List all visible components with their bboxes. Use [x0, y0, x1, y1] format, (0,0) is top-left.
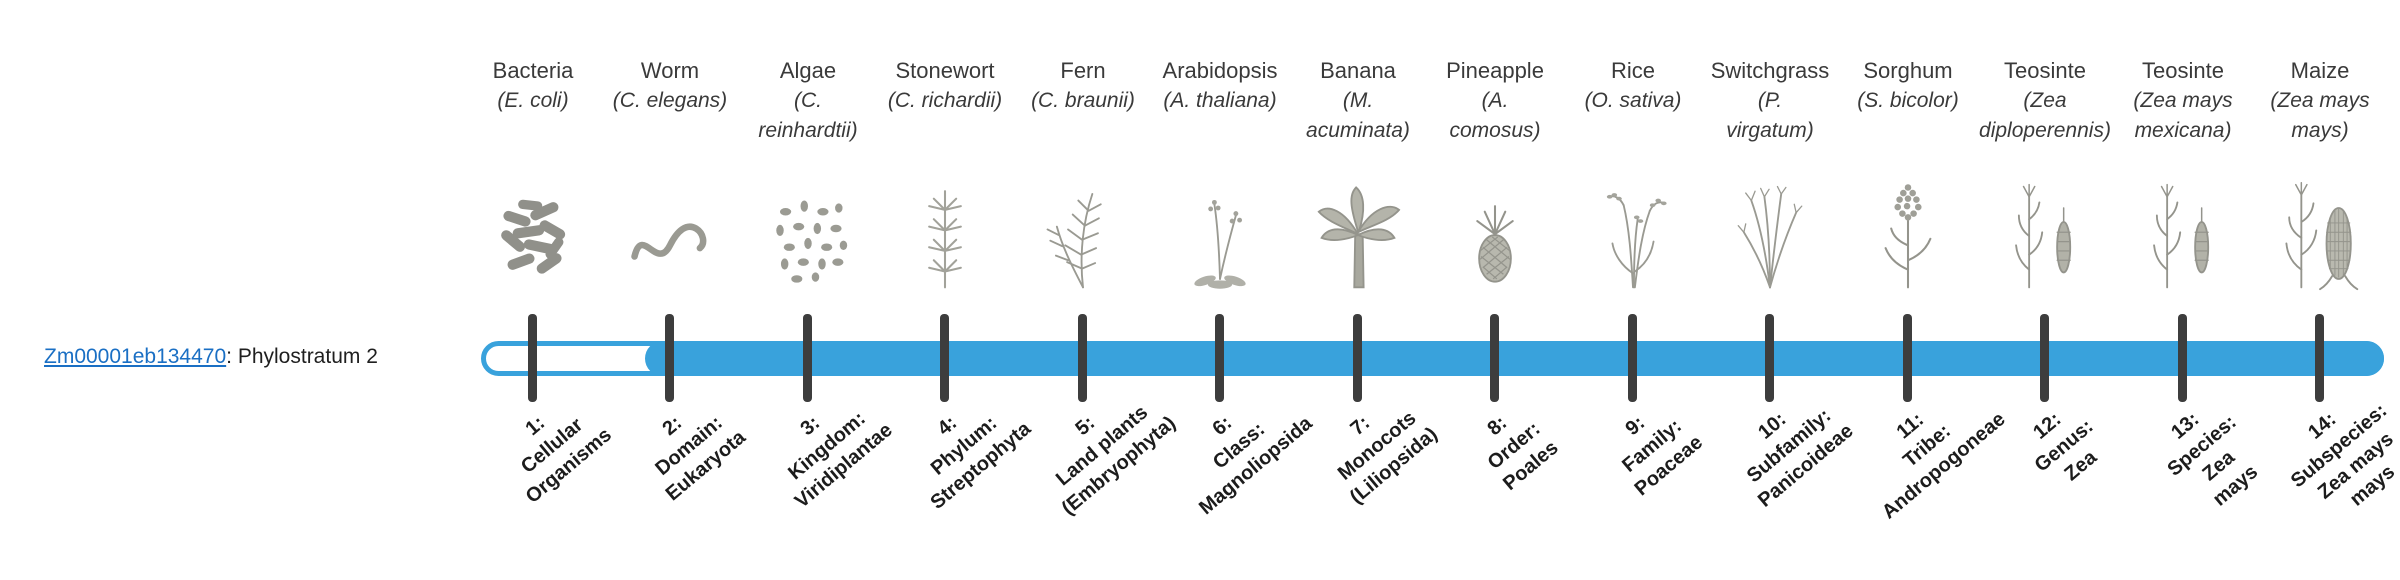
stratum-9: Rice (O. sativa) 9: Family: Poaceae: [1543, 0, 1723, 580]
phylostratum-tick: [1903, 314, 1912, 402]
organism-common-name: Pineapple: [1446, 58, 1544, 83]
rice-icon: [1578, 180, 1688, 292]
organism-common-name: Teosinte: [2142, 58, 2224, 83]
timeline-fill: [645, 341, 2384, 376]
organism-name: Worm (C. elegans): [585, 56, 755, 116]
organism-scientific-name: (C. richardii): [887, 89, 1003, 112]
pineapple-icon: [1440, 180, 1550, 292]
organism-name: Bacteria (E. coli): [448, 56, 618, 116]
organism-name: Rice (O. sativa): [1548, 56, 1718, 116]
organism-name: Teosinte (Zea mays mexicana): [2098, 56, 2268, 146]
stratum-14: Maize (Zea mays mays) 14: Subspecies: Zea …: [2230, 0, 2400, 580]
phylostratum-tick: [1078, 314, 1087, 402]
maize-icon: [2265, 180, 2375, 292]
phylostratum-tick: [2040, 314, 2049, 402]
fern-icon: [1028, 180, 1138, 292]
organism-common-name: Bacteria: [492, 58, 574, 83]
organism-scientific-name: (A. comosus): [1449, 89, 1541, 142]
worm-icon: [615, 180, 725, 292]
organism-scientific-name: (Zea mays mexicana): [2133, 89, 2233, 142]
organism-name: Arabidopsis (A. thaliana): [1135, 56, 1305, 116]
organism-common-name: Worm: [640, 58, 700, 83]
phylostratum-tick: [665, 314, 674, 402]
stratum-3: Algae (C. reinhardtii) 3: Kingdom: Viridip…: [718, 0, 898, 580]
organism-scientific-name: (Zea diploperennis): [1979, 89, 2111, 142]
stratum-8: Pineapple (A. comosus) 8: Order: Poales: [1405, 0, 1585, 580]
phylostratum-tick: [1628, 314, 1637, 402]
algae-icon: [753, 180, 863, 292]
organism-scientific-name: (P. virgatum): [1726, 89, 1814, 142]
organism-name: Stonewort (C. richardii): [860, 56, 1030, 116]
organism-scientific-name: (C. reinhardtii): [758, 89, 858, 142]
phylostratum-tick: [1490, 314, 1499, 402]
stratum-2: Worm (C. elegans) 2: Domain: Eukaryota: [580, 0, 760, 580]
organism-name: Pineapple (A. comosus): [1410, 56, 1580, 146]
stratum-4: Stonewort (C. richardii) 4: Phylum: Strept…: [855, 0, 1035, 580]
organism-name: Switchgrass (P. virgatum): [1685, 56, 1855, 146]
organism-common-name: Switchgrass: [1710, 58, 1830, 83]
organism-name: Banana (M. acuminata): [1273, 56, 1443, 146]
phylostratum-tick: [940, 314, 949, 402]
phylostratum-tick: [2178, 314, 2187, 402]
teosinte-icon: [1990, 180, 2100, 292]
gene-label: Zm00001eb134470: Phylostratum 2: [44, 345, 378, 369]
phylostratum-tick: [1215, 314, 1224, 402]
organism-common-name: Fern: [1060, 58, 1106, 83]
organism-scientific-name: (O. sativa): [1584, 89, 1682, 112]
stratum-10: Switchgrass (P. virgatum) 10: Subfamily: P…: [1680, 0, 1860, 580]
phylostratum-label: 14: Subspecies: Zea mays mays: [2286, 399, 2400, 511]
stratum-5: Fern (C. braunii) 5: Land plants (Embryoph…: [993, 0, 1180, 580]
phylostratum-tick: [528, 314, 537, 402]
stonewort-icon: [890, 180, 1000, 292]
organism-scientific-name: (S. bicolor): [1857, 89, 1959, 112]
stratum-6: Arabidopsis (A. thaliana) 6: Class: Magnol…: [1130, 0, 1317, 580]
organism-common-name: Banana: [1320, 58, 1396, 83]
organism-common-name: Stonewort: [895, 58, 995, 83]
organism-common-name: Maize: [2290, 58, 2350, 83]
phylostratum-tick: [803, 314, 812, 402]
organism-scientific-name: (C. elegans): [612, 89, 728, 112]
organism-common-name: Sorghum: [1863, 58, 1953, 83]
organism-name: Teosinte (Zea diploperennis): [1960, 56, 2130, 146]
organism-scientific-name: (E. coli): [497, 89, 569, 112]
arabidopsis-icon: [1165, 180, 1275, 292]
gene-id-link[interactable]: Zm00001eb134470: [44, 345, 227, 368]
organism-name: Algae (C. reinhardtii): [723, 56, 893, 146]
organism-common-name: Algae: [779, 58, 837, 83]
phylostratum-tick: [2315, 314, 2324, 402]
phylostratum-tick: [1765, 314, 1774, 402]
sorghum-icon: [1853, 180, 1963, 292]
switchgrass-icon: [1715, 180, 1825, 292]
stratum-11: Sorghum (S. bicolor) 11: Tribe: Andropogon…: [1818, 0, 2009, 580]
phylostratum-tick: [1353, 314, 1362, 402]
stratum-13: Teosinte (Zea mays mexicana) 13: Species: …: [2093, 0, 2273, 580]
organism-name: Maize (Zea mays mays): [2235, 56, 2400, 146]
organism-name: Sorghum (S. bicolor): [1823, 56, 1993, 116]
organism-common-name: Teosinte: [2004, 58, 2086, 83]
organism-common-name: Rice: [1610, 58, 1655, 83]
banana-icon: [1303, 180, 1413, 292]
organism-scientific-name: (M. acuminata): [1306, 89, 1410, 142]
teosinte-icon: [2128, 180, 2238, 292]
bacteria-icon: [478, 180, 588, 292]
gene-phylostratum-text: : Phylostratum 2: [226, 345, 378, 368]
organism-name: Fern (C. braunii): [998, 56, 1168, 116]
organism-common-name: Arabidopsis: [1162, 58, 1278, 83]
stratum-12: Teosinte (Zea diploperennis) 12: Genus: Ze…: [1955, 0, 2135, 580]
organism-scientific-name: (C. braunii): [1031, 89, 1135, 112]
stratum-1: Bacteria (E. coli) 1: Cellular Organisms: [443, 0, 623, 580]
organism-scientific-name: (Zea mays mays): [2270, 89, 2370, 142]
stratum-7: Banana (M. acuminata) 7: Monocots (Liliops…: [1268, 0, 1448, 580]
organism-scientific-name: (A. thaliana): [1163, 89, 1277, 112]
